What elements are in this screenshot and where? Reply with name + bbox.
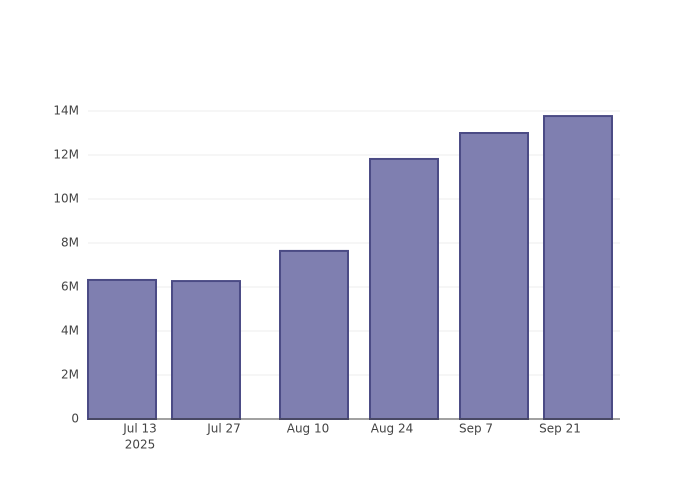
y-tick-label: 8M — [61, 236, 79, 250]
y-tick-label: 14M — [53, 104, 79, 118]
y-tick-label: 4M — [61, 324, 79, 338]
x-tick-label: Jul 13 — [122, 422, 157, 436]
x-tick-label: Jul 27 — [206, 422, 241, 436]
bar — [459, 132, 529, 420]
x-year-label: 2025 — [125, 438, 156, 452]
y-tick-label: 0 — [71, 412, 79, 426]
bar — [87, 278, 157, 420]
bar — [369, 157, 439, 421]
y-tick-label: 12M — [53, 148, 79, 162]
y-tick-label: 2M — [61, 368, 79, 382]
bar — [171, 280, 241, 420]
x-tick-label: Aug 24 — [371, 422, 414, 436]
bar — [543, 115, 613, 420]
y-tick-label: 10M — [53, 192, 79, 206]
y-tick-label: 6M — [61, 280, 79, 294]
x-tick-label: Sep 21 — [539, 422, 581, 436]
x-tick-label: Aug 10 — [287, 422, 330, 436]
x-tick-label: Sep 7 — [459, 422, 493, 436]
bar — [279, 249, 349, 420]
